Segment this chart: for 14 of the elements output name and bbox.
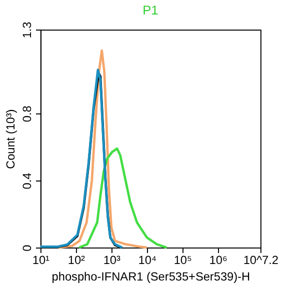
- x-tick-label: 10²: [68, 252, 86, 267]
- x-tick-label: 10^7.2: [243, 252, 278, 267]
- x-tick-label: 10⁶: [209, 252, 228, 267]
- x-tick-label: 10⁵: [174, 252, 192, 267]
- x-tick-label: 10⁴: [138, 252, 156, 267]
- chart-title: P1: [142, 2, 158, 18]
- y-tick-label: 0.8: [20, 105, 34, 122]
- x-tick-label: 10³: [103, 252, 120, 267]
- x-axis-title: phospho-IFNAR1 (Ser535+Ser539)-H: [52, 270, 250, 284]
- y-tick-label: 1.3: [20, 21, 34, 38]
- y-tick-label: 0.4: [20, 172, 34, 190]
- y-axis-title: Count (10³): [3, 109, 18, 169]
- y-tick-label: 0: [20, 244, 34, 252]
- x-tick-label: 10¹: [32, 252, 50, 267]
